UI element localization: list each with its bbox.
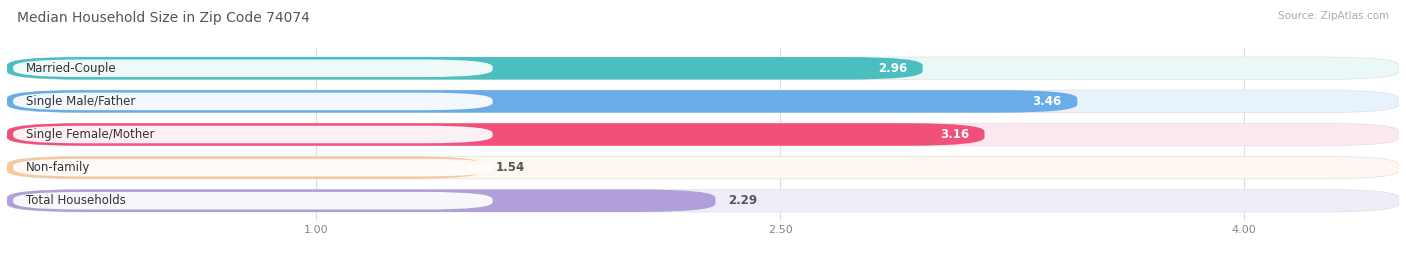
FancyBboxPatch shape	[7, 57, 1399, 80]
FancyBboxPatch shape	[13, 192, 492, 210]
Text: Median Household Size in Zip Code 74074: Median Household Size in Zip Code 74074	[17, 11, 309, 25]
Text: 2.96: 2.96	[877, 62, 907, 75]
Text: Married-Couple: Married-Couple	[25, 62, 117, 75]
FancyBboxPatch shape	[7, 123, 1399, 146]
FancyBboxPatch shape	[13, 93, 492, 110]
Text: 2.29: 2.29	[728, 194, 756, 207]
Text: Single Female/Mother: Single Female/Mother	[25, 128, 155, 141]
FancyBboxPatch shape	[7, 156, 1399, 179]
FancyBboxPatch shape	[13, 159, 492, 176]
FancyBboxPatch shape	[7, 189, 1399, 212]
Text: Non-family: Non-family	[25, 161, 90, 174]
FancyBboxPatch shape	[7, 90, 1399, 113]
Text: Source: ZipAtlas.com: Source: ZipAtlas.com	[1278, 11, 1389, 21]
Text: 3.16: 3.16	[939, 128, 969, 141]
FancyBboxPatch shape	[7, 57, 922, 80]
FancyBboxPatch shape	[7, 156, 484, 179]
FancyBboxPatch shape	[7, 123, 984, 146]
Text: Total Households: Total Households	[25, 194, 125, 207]
Text: Single Male/Father: Single Male/Father	[25, 95, 135, 108]
Text: 1.54: 1.54	[496, 161, 524, 174]
FancyBboxPatch shape	[7, 90, 1077, 113]
FancyBboxPatch shape	[13, 126, 492, 143]
FancyBboxPatch shape	[13, 59, 492, 77]
FancyBboxPatch shape	[7, 189, 716, 212]
Text: 3.46: 3.46	[1032, 95, 1062, 108]
